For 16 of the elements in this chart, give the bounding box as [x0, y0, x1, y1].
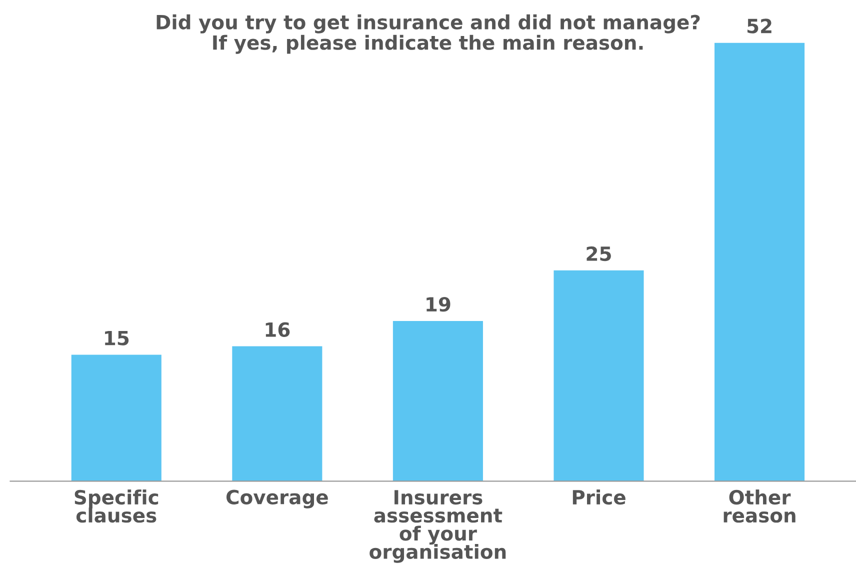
bar	[232, 346, 322, 482]
x-tick-label: Price	[572, 490, 626, 505]
bar	[71, 354, 162, 482]
x-tick-label: Specific clauses	[74, 490, 158, 523]
bar	[554, 270, 644, 482]
data-label: 52	[748, 18, 772, 34]
x-tick-label: Other reason	[724, 490, 796, 523]
data-label: 15	[105, 330, 129, 346]
chart-title: Did you try to get insurance and did not manage? If yes, please indicate the main reason.	[156, 14, 700, 54]
bar	[392, 320, 483, 482]
x-tick-label: Coverage	[226, 490, 328, 508]
x-tick-label: Insurers assessment of your organisation	[370, 490, 506, 563]
data-label: 19	[426, 296, 450, 312]
data-label: 25	[586, 246, 611, 262]
bar	[714, 42, 805, 482]
data-label: 16	[266, 322, 290, 337]
